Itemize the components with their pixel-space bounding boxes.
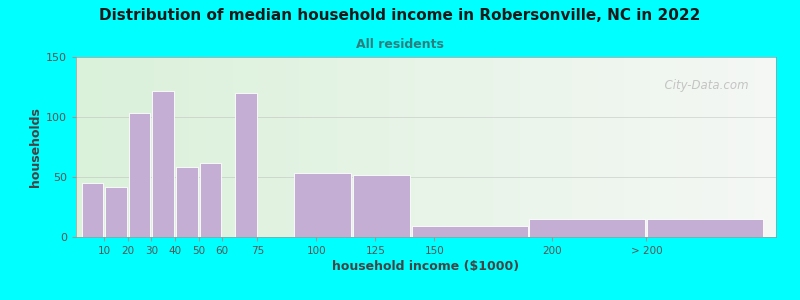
Bar bbox=[176, 167, 198, 237]
Bar bbox=[412, 226, 527, 237]
Y-axis label: households: households bbox=[29, 107, 42, 187]
Bar bbox=[647, 219, 763, 237]
Bar bbox=[82, 183, 103, 237]
Bar bbox=[152, 91, 174, 237]
Bar bbox=[106, 187, 127, 237]
X-axis label: household income ($1000): household income ($1000) bbox=[333, 260, 519, 273]
Text: City-Data.com: City-Data.com bbox=[657, 79, 749, 92]
Bar bbox=[129, 113, 150, 237]
Bar bbox=[199, 163, 221, 237]
Bar bbox=[530, 219, 646, 237]
Bar bbox=[235, 93, 257, 237]
Bar bbox=[353, 175, 410, 237]
Bar bbox=[294, 173, 351, 237]
Text: All residents: All residents bbox=[356, 38, 444, 50]
Text: Distribution of median household income in Robersonville, NC in 2022: Distribution of median household income … bbox=[99, 8, 701, 22]
